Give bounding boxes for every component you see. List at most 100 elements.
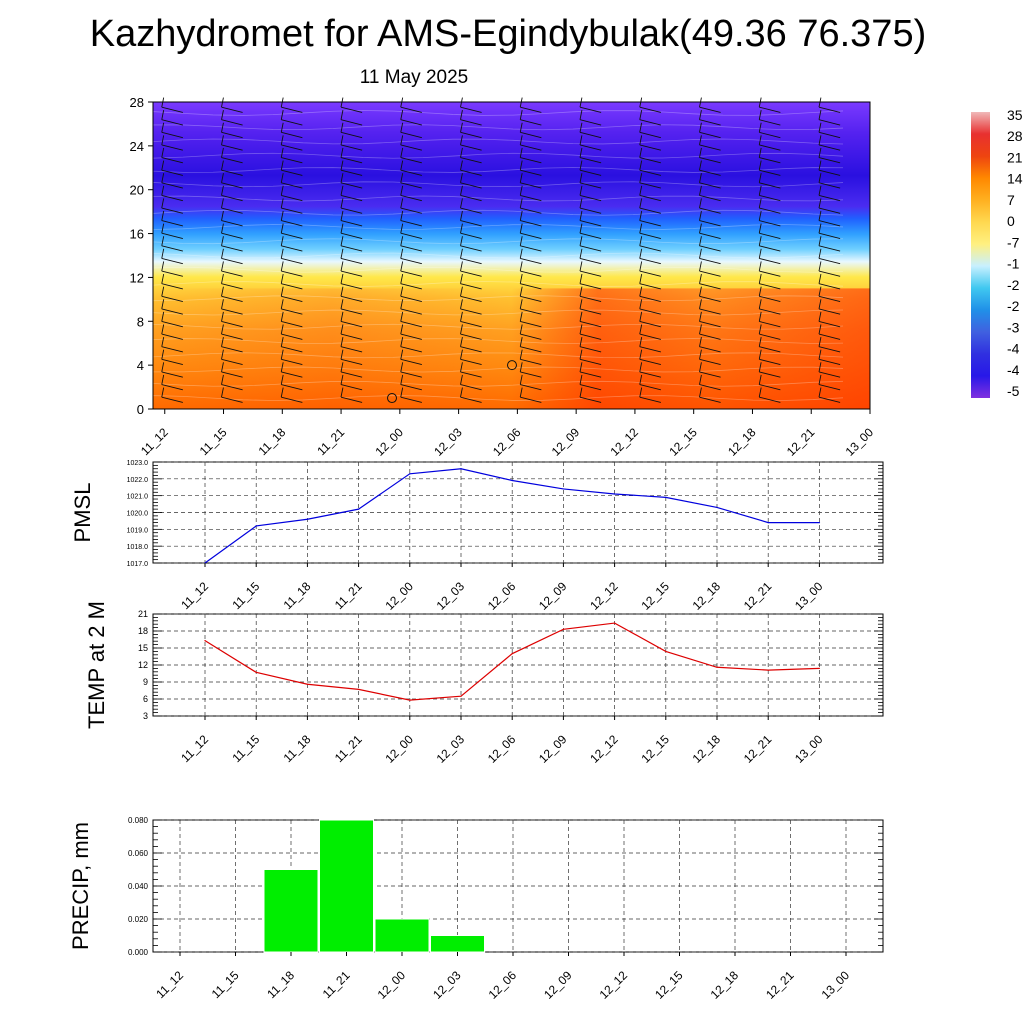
x-tick-label: 11_15 — [229, 579, 262, 612]
wind-barb — [460, 295, 482, 302]
data-point — [511, 479, 513, 482]
wind-barb — [161, 321, 183, 328]
contour-line — [152, 181, 844, 188]
wind-barb — [520, 144, 542, 151]
y-tick-label: 24 — [130, 139, 144, 154]
wind-barb-flag — [221, 198, 224, 209]
wind-barb-flag — [460, 236, 463, 246]
contour-line — [152, 209, 844, 216]
wind-barb-flag — [280, 160, 284, 171]
wind-barb — [639, 119, 661, 126]
wind-barb-flag — [758, 173, 762, 183]
y-tick-label: 1018.0 — [127, 544, 149, 551]
wind-barb — [520, 194, 542, 202]
wind-barb — [759, 308, 781, 315]
wind-barb-flag — [639, 337, 643, 347]
wind-barb — [579, 396, 602, 403]
wind-barb — [579, 321, 602, 328]
wind-barb-flag — [699, 374, 702, 385]
wind-barb — [639, 308, 661, 315]
wind-barb — [818, 371, 841, 378]
wind-barb-flag — [699, 135, 702, 146]
wind-barb-flag — [280, 261, 284, 272]
wind-barb-flag — [221, 299, 224, 309]
precip-panel: 0.000 0.020 0.040 0.060 0.080 PRECIP, mm 11_12… — [68, 816, 884, 1002]
wind-barb — [400, 232, 422, 239]
calm-marker — [507, 360, 517, 371]
wind-barb — [460, 371, 482, 378]
x-tick-label: 12_18 — [725, 425, 759, 459]
wind-barb-flag — [280, 198, 284, 209]
wind-barb-flag — [758, 198, 762, 209]
x-tick-label: 12_06 — [485, 579, 519, 613]
wind-barb-flag — [579, 198, 583, 209]
wind-barb — [699, 131, 721, 139]
wind-barb-flag — [699, 236, 702, 246]
wind-barb-flag — [699, 223, 702, 234]
wind-barb — [161, 207, 183, 214]
colorbar: 35 28 21 14 7 0 -7 -1 -2 -2 -3 -4 -4 -5 — [971, 107, 1023, 399]
wind-barb-flag — [340, 223, 344, 234]
x-tick-label: 12_15 — [638, 579, 672, 613]
wind-barb-flag — [519, 324, 523, 335]
wind-barb — [340, 245, 363, 252]
wind-barb-flag — [519, 248, 523, 259]
colorbar-label: -1 — [1007, 256, 1020, 272]
wind-barb — [281, 270, 303, 277]
wind-barb — [221, 131, 243, 139]
contour-line — [152, 295, 844, 302]
wind-barb-flag — [579, 273, 583, 284]
wind-barb-flag — [460, 286, 463, 297]
wind-barb-flag — [161, 311, 165, 322]
wind-barb — [579, 371, 602, 378]
wind-barb — [400, 131, 422, 139]
wind-barb-flag — [758, 122, 762, 133]
wind-barb-flag — [818, 273, 822, 284]
colorbar-label: -7 — [1007, 234, 1020, 250]
wind-barb-flag — [758, 324, 762, 335]
x-tick-label: 11_12 — [178, 579, 211, 612]
wind-barb-flag — [280, 236, 284, 246]
wind-barb — [340, 232, 363, 239]
wind-barb — [699, 308, 721, 315]
wind-barb — [759, 194, 781, 202]
x-tick-label: 13_00 — [792, 732, 826, 766]
contour-line — [152, 252, 844, 259]
wind-barb — [221, 157, 243, 164]
wind-barb-flag — [758, 273, 762, 284]
wind-barb-flag — [519, 173, 523, 183]
wind-barb-flag — [519, 286, 523, 297]
x-tick-label: 12_00 — [375, 968, 409, 1002]
wind-barb-flag — [758, 349, 762, 360]
wind-barb — [818, 384, 841, 391]
wind-barb-flag — [699, 198, 702, 209]
data-point — [716, 666, 718, 668]
wind-barb-flag — [519, 160, 523, 171]
wind-barb-flag — [639, 210, 643, 221]
wind-barb — [818, 131, 841, 139]
data-point — [818, 522, 821, 524]
wind-barb-flag — [280, 299, 284, 309]
wind-barb-flag — [639, 173, 643, 183]
x-tick-label: 11_18 — [256, 425, 289, 458]
wind-barb-flag — [400, 337, 404, 347]
wind-barb — [579, 220, 602, 227]
wind-barb-flag — [818, 135, 822, 146]
wind-barb-flag — [161, 135, 165, 146]
wind-barb-flag — [400, 236, 404, 246]
wind-barb-flag — [818, 248, 822, 259]
x-tick-label: 12_00 — [382, 732, 416, 766]
wind-barb-flag — [460, 210, 463, 221]
wind-barb-flag — [519, 147, 523, 158]
wind-barb — [340, 283, 363, 290]
wind-barb-flag — [639, 110, 643, 120]
wind-barb-flag — [161, 248, 165, 259]
wind-barb — [281, 182, 303, 189]
wind-barb-flag — [699, 273, 702, 284]
wind-barb — [579, 131, 602, 139]
wind-barb-flag — [699, 311, 702, 322]
cross-section-frame — [152, 101, 871, 410]
wind-barb — [340, 157, 363, 164]
data-point — [358, 508, 360, 510]
